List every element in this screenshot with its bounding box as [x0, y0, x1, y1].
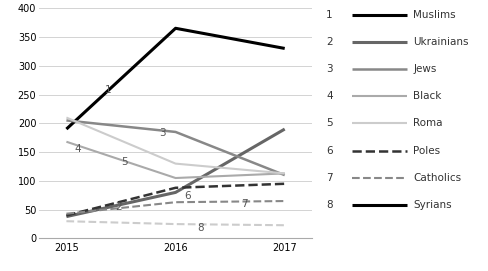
- Text: 6: 6: [184, 191, 190, 201]
- Text: 6: 6: [325, 146, 332, 156]
- Text: Roma: Roma: [412, 118, 442, 128]
- Text: 7: 7: [325, 173, 332, 183]
- Text: 5: 5: [121, 157, 127, 167]
- Text: 2: 2: [325, 37, 332, 47]
- Text: 2: 2: [115, 202, 122, 212]
- Text: 7: 7: [241, 199, 247, 209]
- Text: 5: 5: [325, 118, 332, 128]
- Text: Muslims: Muslims: [412, 10, 455, 20]
- Text: 4: 4: [325, 91, 332, 101]
- Text: Catholics: Catholics: [412, 173, 460, 183]
- Text: 3: 3: [325, 64, 332, 74]
- Text: Poles: Poles: [412, 146, 439, 156]
- Text: 8: 8: [325, 200, 332, 210]
- Text: 8: 8: [197, 223, 203, 233]
- Text: 3: 3: [159, 128, 165, 138]
- Text: 1: 1: [325, 10, 332, 20]
- Text: Jews: Jews: [412, 64, 436, 74]
- Text: Syrians: Syrians: [412, 200, 451, 210]
- Text: 1: 1: [104, 85, 111, 95]
- Text: Black: Black: [412, 91, 441, 101]
- Text: 4: 4: [74, 144, 81, 154]
- Text: Ukrainians: Ukrainians: [412, 37, 468, 47]
